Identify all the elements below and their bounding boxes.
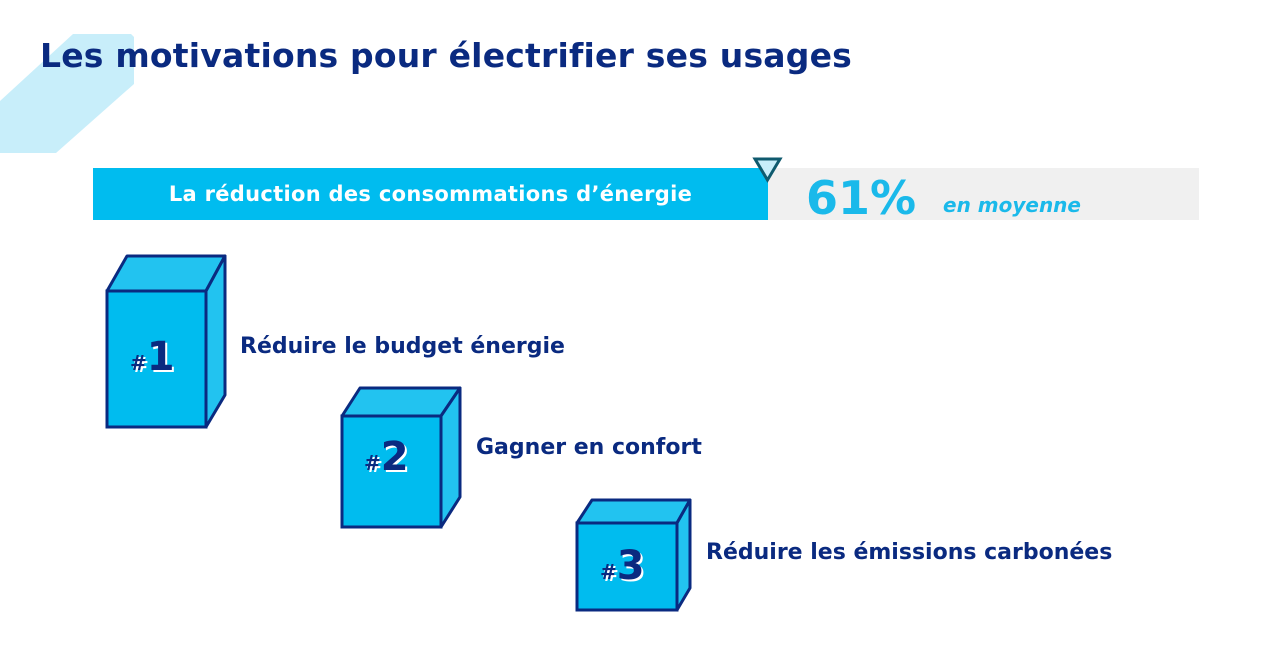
cube-icon [105,254,227,429]
page-title: Les motivations pour électrifier ses usa… [40,36,853,75]
cube-icon [575,498,692,612]
summary-gray-band [768,168,1199,220]
rank-number-2: #2 [364,434,409,480]
rank-label-1: Réduire le budget énergie [240,334,565,359]
summary-percentage-suffix: en moyenne [943,193,1081,217]
rank-number-1: #1 [130,334,175,380]
cube-icon [340,386,462,529]
decorative-parallelogram [0,34,134,153]
rank-label-2: Gagner en confort [476,435,702,460]
summary-percentage: 61% [806,171,917,225]
summary-label: La réduction des consommations d’énergie [168,182,693,206]
summary-label-bar: La réduction des consommations d’énergie [93,168,768,220]
triangle-down-icon [752,157,783,183]
rank-number-3: #3 [600,543,645,589]
rank-label-3: Réduire les émissions carbonées [706,540,1113,565]
